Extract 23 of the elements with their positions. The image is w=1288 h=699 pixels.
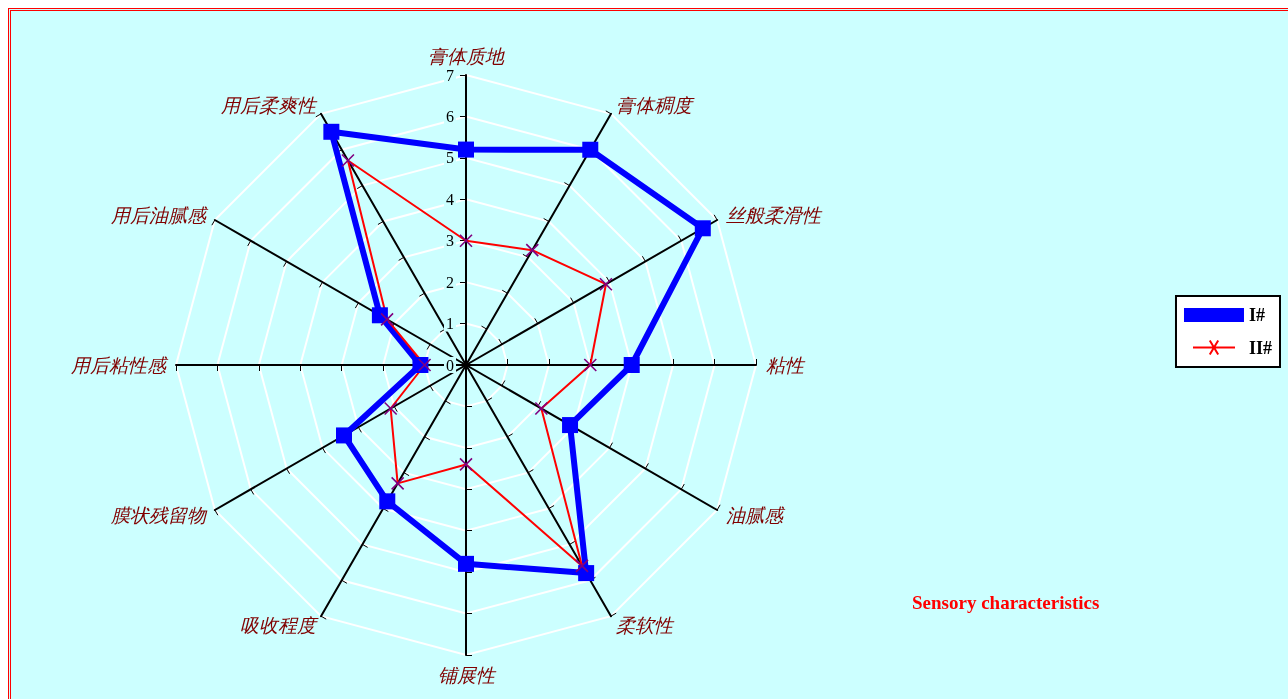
legend-label: II# xyxy=(1248,337,1273,358)
legend-label: I# xyxy=(1248,305,1266,325)
spoke-label: 丝般柔滑性 xyxy=(725,204,823,226)
y-tick-label: 7 xyxy=(446,66,454,84)
spoke-label: 用后油腻感 xyxy=(111,204,210,226)
text: Sensory characteristics xyxy=(912,592,1100,613)
spoke-label: 油腻感 xyxy=(725,504,786,526)
y-tick-label: 6 xyxy=(446,107,454,125)
spoke-label: 吸收程度 xyxy=(240,613,319,636)
spoke-label: 用后柔爽性 xyxy=(221,94,318,117)
spoke-label: 粘性 xyxy=(766,354,806,376)
spoke-label: 铺展性 xyxy=(437,663,497,686)
spoke-label: 膏体稠度 xyxy=(616,94,695,117)
spoke-label: 膜状残留物 xyxy=(110,504,209,526)
spoke-label: 膏体质地 xyxy=(428,44,505,67)
spoke-label: 柔软性 xyxy=(616,613,675,636)
y-tick-label: 4 xyxy=(446,190,454,208)
y-tick-label: 5 xyxy=(446,149,454,167)
y-tick-label: 3 xyxy=(446,232,454,250)
y-tick-label: 0 xyxy=(446,356,454,374)
y-tick-label: 2 xyxy=(446,273,454,291)
spoke-label: 用后粘性感 xyxy=(71,354,169,376)
y-tick-label: 1 xyxy=(446,315,454,333)
